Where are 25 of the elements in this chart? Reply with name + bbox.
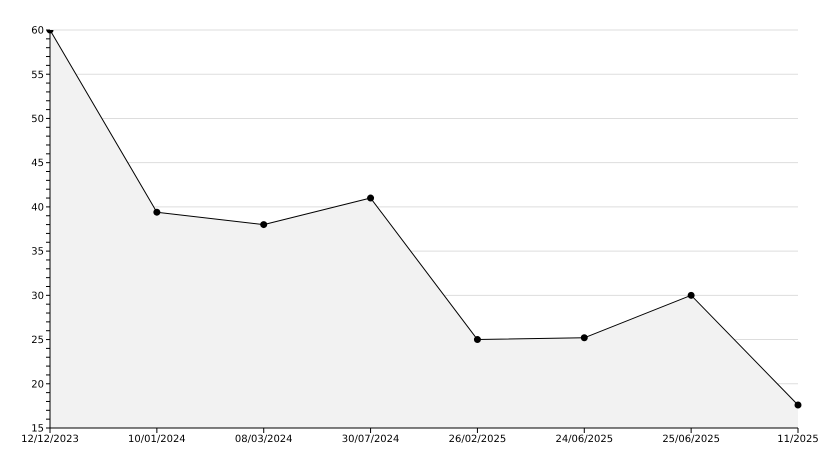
x-tick-label: 10/01/2024	[128, 434, 186, 446]
y-tick-label: 50	[31, 114, 44, 125]
y-tick-label: 15	[31, 424, 44, 435]
x-tick-label: 08/03/2024	[234, 434, 293, 446]
x-tick-label: 25/06/2025	[662, 434, 720, 446]
y-tick-label: 40	[31, 202, 44, 214]
point	[794, 402, 802, 409]
point	[153, 208, 160, 216]
y-tick-label: 60	[31, 26, 44, 37]
x-tick-label: 11/2025	[777, 434, 819, 446]
y-tick-label: 30	[31, 290, 44, 302]
y-tick-label: 35	[31, 246, 44, 258]
y-tick-label: 20	[31, 379, 44, 390]
point	[580, 334, 588, 342]
y-tick-label: 45	[31, 158, 44, 170]
x-tick-label: 30/07/2024	[342, 434, 400, 446]
x-tick-label: 24/06/2025	[555, 434, 614, 446]
x-tick-label: 12/12/2023	[21, 434, 79, 446]
x-tick-label: 26/02/2025	[448, 434, 506, 446]
y-tick-label: 55	[31, 70, 44, 81]
point	[260, 221, 268, 228]
y-tick-label: 25	[31, 335, 44, 346]
point	[367, 194, 374, 202]
point	[688, 292, 695, 299]
point	[474, 336, 481, 344]
